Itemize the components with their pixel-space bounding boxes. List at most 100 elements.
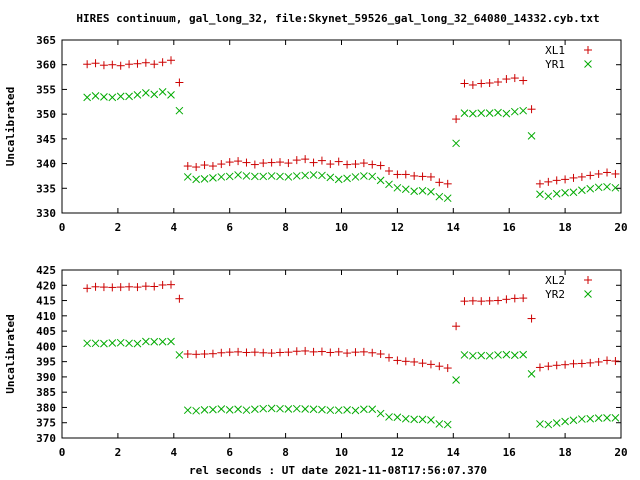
data-point-xl2	[494, 296, 503, 305]
data-point-yr1	[469, 109, 477, 118]
data-point-yr2	[552, 419, 561, 427]
data-point-xl2	[91, 282, 100, 291]
data-point-xl1	[133, 59, 142, 68]
data-point-xl1	[343, 160, 352, 169]
data-point-xl2	[485, 296, 494, 305]
data-point-xl2	[225, 348, 234, 357]
data-point-xl1	[359, 159, 368, 168]
data-point-xl1	[385, 166, 394, 175]
data-point-xl2	[208, 349, 217, 358]
data-point-yr2	[460, 351, 469, 359]
legend-label: YR2	[545, 288, 565, 301]
data-point-yr1	[251, 172, 259, 181]
x-tick-label: 4	[170, 446, 177, 459]
data-point-yr1	[150, 90, 159, 99]
data-point-yr1	[368, 172, 377, 181]
data-point-yr1	[158, 88, 167, 96]
data-point-yr1	[544, 192, 553, 201]
data-point-xl2	[217, 348, 226, 357]
data-point-yr2	[301, 405, 310, 413]
panel-bottom: 0 2 4 6 8 10 12 14 16 18 20 370 375 380 385 390 395 400 40…	[4, 264, 628, 459]
data-point-yr1	[334, 175, 343, 184]
data-point-yr2	[401, 414, 410, 423]
data-point-yr2	[259, 404, 268, 413]
data-point-xl2	[133, 283, 142, 292]
data-point-yr2	[376, 409, 385, 418]
data-point-yr2	[469, 351, 477, 360]
data-point-xl1	[477, 79, 486, 88]
data-point-xl1	[158, 58, 167, 67]
data-point-yr2	[192, 406, 201, 415]
data-point-yr1	[485, 109, 494, 118]
data-point-yr2	[91, 339, 100, 348]
data-point-yr1	[343, 174, 351, 183]
data-point-xl1	[502, 75, 511, 84]
data-point-yr2	[251, 405, 259, 414]
data-point-yr1	[393, 183, 402, 192]
data-point-xl2	[502, 295, 511, 304]
data-point-xl1	[401, 170, 410, 179]
data-point-xl1	[334, 157, 343, 166]
data-point-yr2	[594, 414, 603, 422]
data-point-yr1	[175, 106, 184, 115]
data-point-xl1	[410, 171, 419, 180]
legend-marker	[584, 46, 592, 54]
data-point-xl2	[460, 297, 469, 306]
data-point-xl1	[426, 172, 435, 181]
data-point-xl1	[393, 170, 402, 179]
data-point-xl1	[351, 160, 360, 169]
data-point-yr1	[460, 109, 469, 118]
data-point-xl1	[91, 59, 100, 68]
x-tick-label: 16	[503, 446, 517, 459]
data-point-yr2	[385, 413, 393, 421]
data-point-yr1	[183, 173, 192, 181]
data-point-yr1	[133, 91, 142, 99]
data-point-xl1	[141, 58, 150, 67]
x-tick-label: 18	[558, 221, 571, 234]
data-point-yr1	[401, 185, 410, 194]
data-point-xl2	[234, 347, 243, 356]
data-point-xl1	[376, 161, 385, 170]
data-point-yr1	[452, 139, 460, 148]
data-point-xl1	[301, 155, 310, 164]
data-point-xl1	[544, 177, 553, 186]
data-point-xl1	[326, 160, 335, 169]
data-point-yr2	[586, 414, 595, 423]
data-point-yr1	[108, 93, 117, 102]
data-point-yr1	[116, 92, 125, 101]
data-point-yr1	[200, 175, 209, 183]
data-point-yr1	[292, 172, 301, 180]
data-point-xl1	[443, 179, 452, 188]
y-tick-label: 365	[36, 34, 56, 47]
data-point-xl1	[519, 76, 528, 85]
data-point-xl1	[468, 80, 477, 89]
data-point-yr1	[385, 180, 393, 189]
data-point-xl1	[267, 158, 276, 167]
data-point-yr2	[334, 406, 343, 415]
data-point-yr1	[552, 189, 561, 198]
data-point-yr1	[519, 106, 528, 115]
data-point-xl1	[217, 160, 226, 169]
data-point-yr2	[158, 337, 167, 346]
data-point-xl2	[443, 364, 452, 373]
y-tick-label: 385	[36, 386, 56, 399]
data-point-yr2	[603, 413, 611, 422]
data-point-xl2	[116, 283, 125, 292]
data-point-xl2	[158, 280, 167, 289]
y-tick-label: 345	[36, 133, 56, 146]
data-point-yr1	[284, 173, 293, 181]
data-point-xl1	[83, 60, 92, 69]
data-point-yr2	[175, 351, 184, 359]
y-tick-label: 400	[36, 340, 56, 353]
data-point-yr2	[108, 339, 117, 347]
data-point-yr1	[351, 173, 360, 181]
x-tick-label: 8	[282, 446, 289, 459]
data-point-xl1	[259, 159, 268, 168]
data-point-yr1	[209, 174, 217, 182]
data-point-xl1	[494, 78, 503, 87]
data-point-xl2	[334, 347, 343, 356]
data-point-yr2	[116, 338, 125, 347]
data-point-yr1	[360, 172, 368, 180]
data-point-yr1	[536, 190, 544, 199]
